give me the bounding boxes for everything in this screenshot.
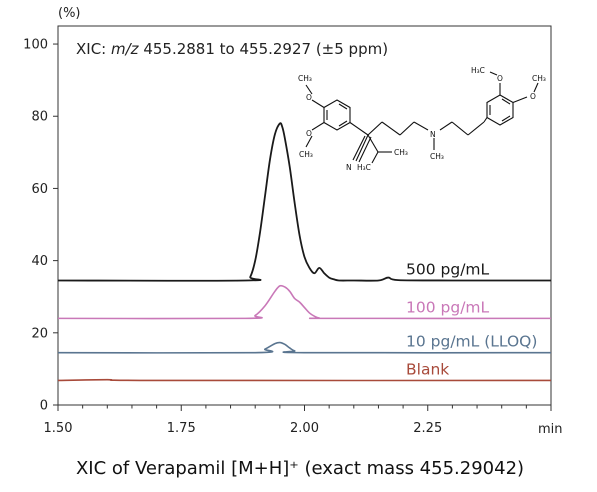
- x-tick-label: 1.50: [44, 421, 73, 436]
- right-ring-double-bond: [501, 115, 511, 122]
- y-tick-label: 20: [31, 326, 48, 341]
- chem-label: O: [497, 74, 503, 83]
- chem-label: CH₃: [430, 152, 444, 161]
- bond: [371, 151, 379, 164]
- y-unit-label: (%): [58, 6, 81, 21]
- chem-label: CH₃: [532, 74, 546, 83]
- bond: [451, 121, 469, 136]
- series-label: 100 pg/mL: [406, 298, 490, 316]
- series-line: [57, 284, 552, 320]
- bond: [512, 96, 528, 104]
- series-label: 10 pg/mL (LLOQ): [406, 333, 537, 351]
- chem-label: O: [306, 129, 312, 138]
- series-label: 500 pg/mL: [406, 260, 490, 278]
- right-ring-double-bond: [501, 98, 511, 105]
- xic-prefix: XIC:: [76, 40, 111, 58]
- y-tick-label: 60: [31, 182, 48, 197]
- chem-label: CH₃: [298, 74, 312, 83]
- nitrile-bond: [352, 135, 366, 161]
- left-ring-double-bond: [338, 120, 348, 127]
- series-line: [57, 122, 551, 282]
- y-tick-label: 40: [31, 254, 48, 269]
- bond: [311, 99, 325, 108]
- figure-caption: XIC of Verapamil [M+H]⁺ (exact mass 455.…: [76, 458, 524, 479]
- chem-label: N: [346, 163, 352, 172]
- series-label: Blank: [406, 360, 449, 378]
- mz-label: m/z: [111, 40, 140, 58]
- chem-label: H₃C: [471, 66, 485, 75]
- bond: [305, 135, 313, 148]
- bond: [349, 122, 369, 136]
- y-axis: 0 20 40 60 80 100: [23, 38, 58, 414]
- y-tick-label: 100: [23, 38, 48, 53]
- bond: [533, 82, 539, 93]
- xic-range: 455.2881 to 455.2927 (±5 ppm): [139, 40, 389, 58]
- chem-label: H₃C: [357, 163, 371, 172]
- bond: [467, 121, 485, 136]
- x-axis: 1.50 1.75 2.00 2.25: [44, 405, 552, 436]
- y-tick-label: 0: [40, 399, 48, 414]
- bond: [439, 121, 453, 131]
- x-unit-label: min: [538, 422, 563, 437]
- nitrile-bond: [358, 136, 372, 163]
- bond: [483, 117, 488, 123]
- bond: [367, 121, 383, 136]
- right-benzene-ring: [486, 94, 514, 126]
- chem-label: N: [430, 130, 436, 139]
- series-line: [57, 341, 552, 354]
- bond: [305, 84, 313, 95]
- series-labels: 500 pg/mL 100 pg/mL 10 pg/mL (LLOQ) Blank: [406, 260, 537, 378]
- chem-label: O: [530, 92, 536, 101]
- x-tick-label: 2.25: [413, 421, 442, 436]
- bond: [381, 121, 401, 136]
- bond: [367, 134, 379, 153]
- chem-label: O: [306, 93, 312, 102]
- chromatogram-traces: [57, 122, 552, 382]
- x-tick-label: 2.00: [290, 421, 319, 436]
- bond: [489, 71, 498, 76]
- bond: [311, 122, 325, 131]
- verapamil-structure: CH₃ O O CH₃ H₃C O CH₃ O N CH₃ CH₃ H₃C N: [298, 66, 546, 172]
- x-tick-label: 1.75: [167, 421, 196, 436]
- left-ring-double-bond: [338, 103, 348, 110]
- series-line: [57, 378, 552, 382]
- bond: [413, 121, 429, 131]
- chem-label: CH₃: [299, 150, 313, 159]
- nitrile-bond: [355, 134, 369, 162]
- y-tick-label: 80: [31, 110, 48, 125]
- chem-label: CH₃: [394, 148, 408, 157]
- bond: [399, 121, 415, 136]
- xic-annotation: XIC: m/z 455.2881 to 455.2927 (±5 ppm): [76, 40, 388, 58]
- left-benzene-ring: [323, 99, 351, 131]
